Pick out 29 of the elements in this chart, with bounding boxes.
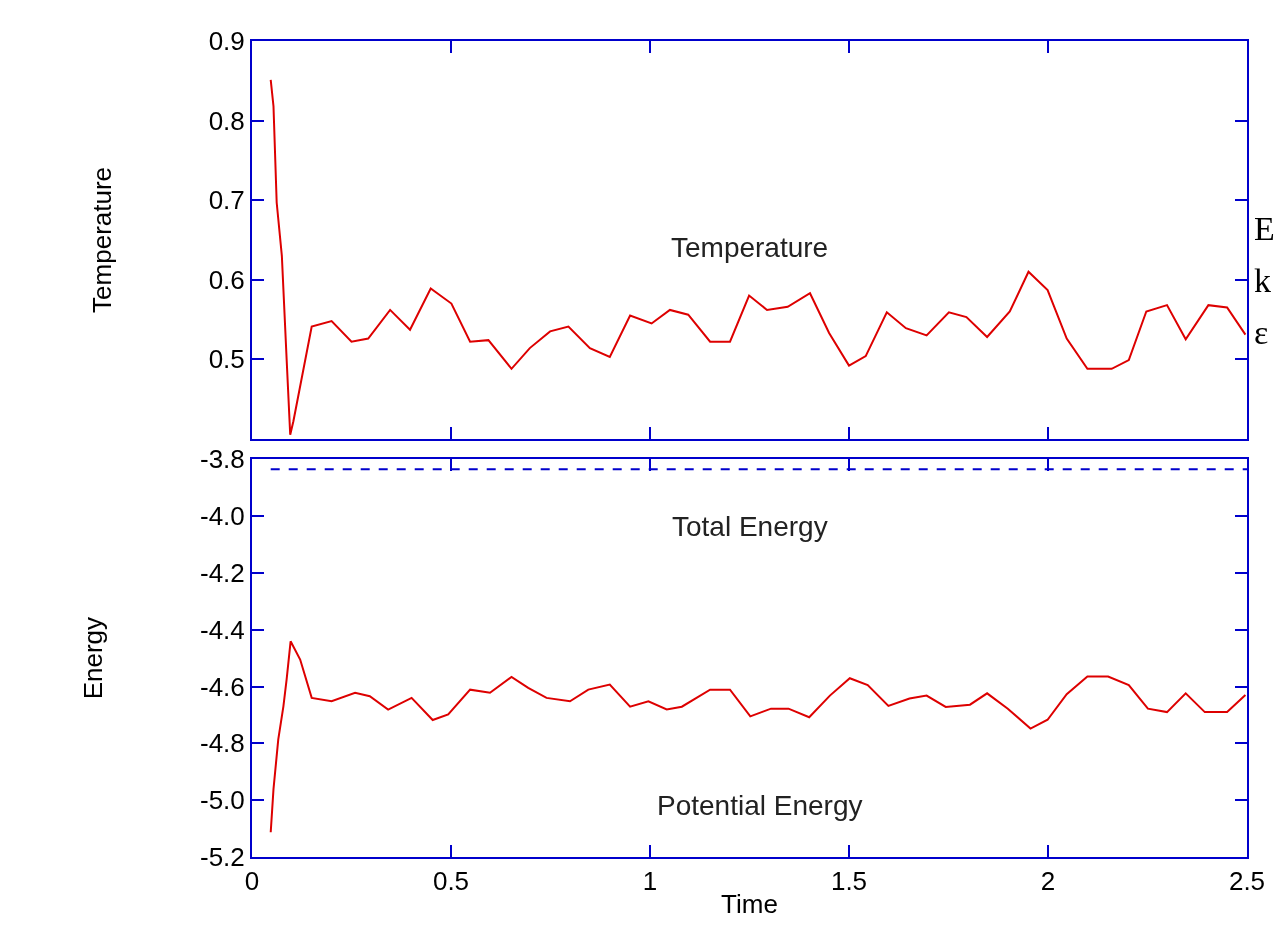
text: ε (1254, 314, 1269, 351)
y-tick-label: 0.7 (208, 185, 245, 216)
series-label: Total Energy (672, 511, 828, 542)
y-tick-label: 0.5 (208, 344, 245, 375)
y-axis-title: Temperature (86, 166, 117, 313)
x-tick-label: 2.5 (1228, 866, 1266, 897)
y-tick-label: -3.8 (199, 444, 245, 475)
x-tick-label: 0 (244, 866, 260, 897)
y-tick-label: -4.2 (199, 557, 245, 588)
y-axis-title: Energy (77, 616, 108, 700)
y-tick-label: -4.0 (199, 501, 245, 532)
y-tick-label: 0.9 (208, 26, 245, 57)
y-tick-label: -5.0 (199, 785, 245, 816)
y-tick-label: -4.4 (199, 614, 245, 645)
y-tick-label: 0.8 (208, 105, 245, 136)
x-tick-label: 0.5 (432, 866, 470, 897)
text: Potential Energy (657, 790, 863, 821)
text: E (1254, 210, 1275, 247)
y-tick-label: -5.2 (199, 842, 245, 873)
x-axis-title: Time (721, 889, 778, 920)
x-tick-label: 1 (642, 866, 658, 897)
x-tick-label: 2 (1040, 866, 1056, 897)
y-tick-label: -4.6 (199, 671, 245, 702)
text: k (1254, 262, 1271, 299)
series-label: Temperature (671, 232, 829, 263)
y-tick-label: 0.6 (208, 264, 245, 295)
x-tick-label: 1.5 (830, 866, 868, 897)
line-series (269, 640, 1247, 834)
y-tick-label: -4.8 (199, 728, 245, 759)
